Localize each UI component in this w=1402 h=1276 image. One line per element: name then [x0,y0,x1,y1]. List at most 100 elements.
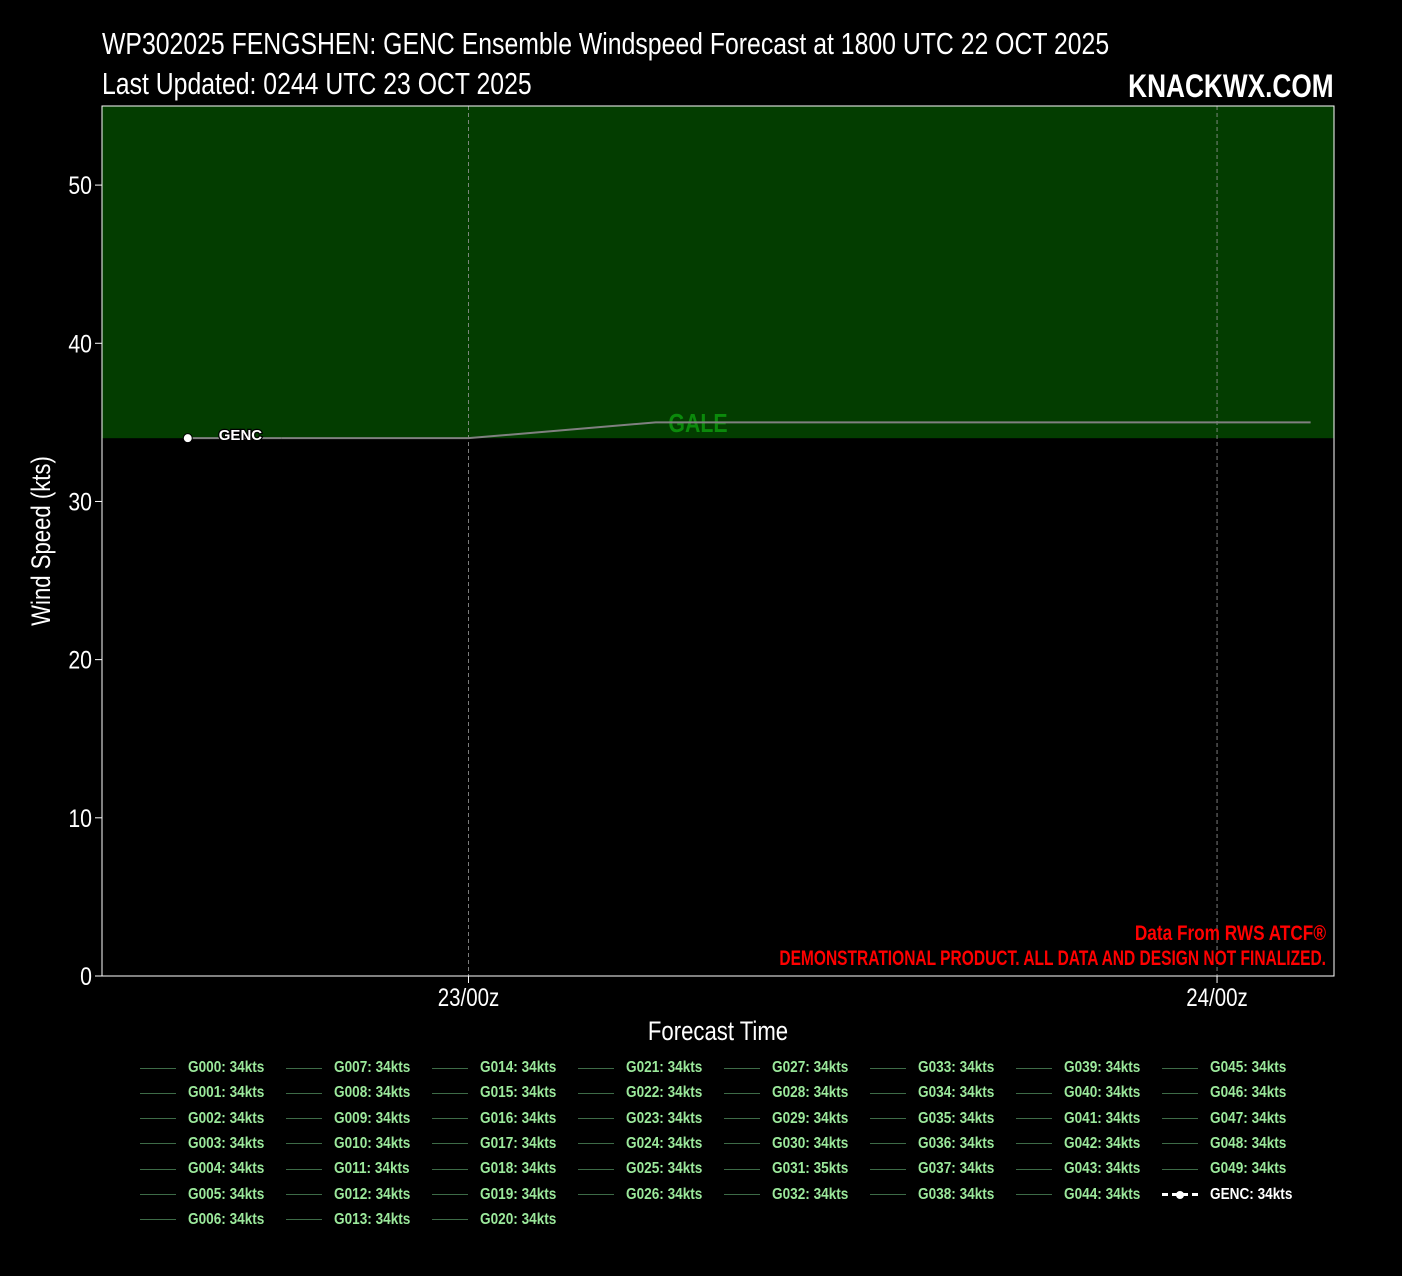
series-line-genc [281,421,1311,440]
legend-swatch [1162,1118,1198,1120]
legend-label: G001: 34kts [188,1084,265,1102]
brand-logo-text[interactable]: KNACKWX.COM [1128,68,1334,104]
legend-item: G033: 34kts [870,1056,1008,1080]
legend-swatch [1016,1067,1052,1069]
legend-swatch [578,1067,614,1069]
legend-swatch [578,1168,614,1170]
legend-item: G017: 34kts [432,1132,570,1156]
legend-label: G043: 34kts [1064,1160,1141,1178]
legend-swatch [870,1143,906,1145]
legend-item: G047: 34kts [1162,1107,1300,1131]
legend-swatch [724,1194,760,1195]
legend-label: G027: 34kts [772,1059,849,1076]
legend-swatch [286,1118,322,1120]
legend-swatch [286,1092,322,1094]
legend-item: G024: 34kts [578,1132,716,1156]
legend-label: G014: 34kts [480,1059,557,1076]
legend-swatch [1016,1118,1052,1120]
legend-item: G000: 34kts [140,1056,278,1080]
legend-swatch [870,1092,906,1094]
legend-item: G046: 34kts [1162,1081,1300,1105]
legend-item: G005: 34kts [140,1183,278,1207]
legend-label: G042: 34kts [1064,1134,1141,1152]
legend-label: G035: 34kts [918,1109,995,1127]
y-tick-label: 0 [80,962,92,990]
legend-item: G043: 34kts [1016,1157,1154,1181]
legend-swatch [1016,1168,1052,1170]
legend-item: G010: 34kts [286,1132,424,1156]
legend-swatch [1162,1168,1198,1170]
legend-swatch [140,1219,176,1221]
legend-label: G021: 34kts [626,1059,703,1076]
legend-label: G033: 34kts [918,1059,995,1076]
x-tick-label: 24/00z [1186,983,1248,1011]
legend-swatch [286,1194,322,1195]
legend-item: G007: 34kts [286,1056,424,1080]
legend-swatch [286,1219,322,1221]
y-tick-label: 40 [68,330,92,358]
legend-item: G035: 34kts [870,1107,1008,1131]
legend-label: G038: 34kts [918,1185,995,1203]
legend-label: G048: 34kts [1210,1134,1287,1152]
legend-swatch [870,1168,906,1170]
legend-label: G022: 34kts [626,1084,703,1102]
legend-item: G016: 34kts [432,1107,570,1131]
y-tick-label: 50 [68,171,92,199]
legend-item: G027: 34kts [724,1056,862,1080]
legend-label: G011: 34kts [334,1160,410,1178]
legend-label: G016: 34kts [480,1109,557,1127]
legend-item: G002: 34kts [140,1107,278,1131]
legend-item: G028: 34kts [724,1081,862,1105]
genc-marker-label: GENC [219,427,263,444]
legend-swatch [286,1168,322,1170]
legend-item: G015: 34kts [432,1081,570,1105]
legend-label: G039: 34kts [1064,1059,1141,1076]
legend-label: G004: 34kts [188,1160,265,1178]
legend-swatch [870,1194,906,1195]
legend-label: G026: 34kts [626,1185,703,1203]
legend-swatch [870,1067,906,1069]
legend-item: G014: 34kts [432,1056,570,1080]
legend-item: G018: 34kts [432,1157,570,1181]
legend-label: G006: 34kts [188,1210,265,1228]
legend-item: G008: 34kts [286,1081,424,1105]
legend-item: G004: 34kts [140,1157,278,1181]
legend-swatch [724,1067,760,1069]
legend-item: G023: 34kts [578,1107,716,1131]
legend-label: G049: 34kts [1210,1160,1287,1178]
legend-swatch [432,1118,468,1120]
legend-label: G040: 34kts [1064,1084,1141,1102]
y-tick-label: 20 [68,646,92,674]
legend-swatch [578,1143,614,1145]
last-updated: Last Updated: 0244 UTC 23 OCT 2025 [102,66,532,101]
legend-item: G049: 34kts [1162,1157,1300,1181]
legend-item: G019: 34kts [432,1183,570,1207]
legend-swatch [432,1168,468,1170]
legend-swatch [724,1092,760,1094]
legend-item: G029: 34kts [724,1107,862,1131]
legend-item: G009: 34kts [286,1107,424,1131]
legend-label: G017: 34kts [480,1134,557,1152]
legend-swatch [724,1118,760,1120]
windspeed-chart: GALE GENC 0 10 20 30 40 50 23/00z 24/00z Forecast … [27,105,1335,1047]
legend-label: G047: 34kts [1210,1109,1287,1127]
legend-swatch [286,1143,322,1145]
legend-item: G012: 34kts [286,1183,424,1207]
legend-item: G042: 34kts [1016,1132,1154,1156]
legend-label: G005: 34kts [188,1185,265,1203]
legend-swatch [724,1168,760,1170]
legend-swatch [432,1143,468,1145]
legend-item: G031: 35kts [724,1157,862,1181]
credit-disclaimer: DEMONSTRATIONAL PRODUCT. ALL DATA AND DE… [779,946,1326,970]
legend-swatch [140,1067,176,1069]
legend-swatch [432,1194,468,1195]
legend-item: G036: 34kts [870,1132,1008,1156]
legend-item: GENC: 34kts [1162,1183,1307,1207]
legend-item: G032: 34kts [724,1183,862,1207]
y-axis-label: Wind Speed (kts) [27,456,57,626]
legend-item: G048: 34kts [1162,1132,1300,1156]
legend-swatch [432,1067,468,1069]
legend-label: G013: 34kts [334,1210,411,1228]
legend-label: G031: 35kts [772,1160,849,1178]
legend-item: G011: 34kts [286,1157,423,1181]
